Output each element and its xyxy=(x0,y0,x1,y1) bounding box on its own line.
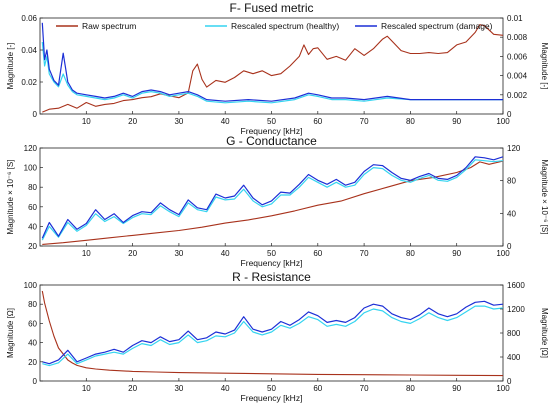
y-right-tick-label: 80 xyxy=(507,177,516,186)
x-tick-label: 30 xyxy=(174,117,183,126)
x-tick-label: 10 xyxy=(82,384,91,393)
chart-panel-1: F- Fused metric 10 20 30 40 50 60 70 80 90 100 Freq… xyxy=(6,1,549,136)
y-right-tick-label: 0 xyxy=(507,242,512,251)
series-line-2 xyxy=(42,305,503,367)
x-tick-label: 20 xyxy=(128,384,137,393)
y-right-tick-label: 800 xyxy=(507,329,521,338)
y-tick-label: 0 xyxy=(33,110,38,119)
y-tick-label: 0.02 xyxy=(21,78,37,87)
legend: Raw spectrum Rescaled spectrum (healthy) R… xyxy=(56,21,493,31)
series-line-2 xyxy=(41,41,503,104)
y-right-axis-label: Magnitude × 10⁻⁶ [S] xyxy=(540,160,549,235)
legend-label-1: Raw spectrum xyxy=(82,21,136,31)
y-tick-label: 40 xyxy=(28,222,37,231)
y-right-tick-label: 1600 xyxy=(507,281,525,290)
plot-frame xyxy=(39,147,504,247)
x-axis-label: Frequency [kHz] xyxy=(241,258,303,268)
y-right-tick-label: 0 xyxy=(507,377,512,386)
x-tick-label: 70 xyxy=(360,117,369,126)
y-tick-label: 60 xyxy=(28,203,37,212)
y-right-tick-label: 40 xyxy=(507,209,516,218)
series-line-1 xyxy=(41,290,503,377)
x-tick-label: 100 xyxy=(496,249,510,258)
y-tick-label: 80 xyxy=(28,300,37,309)
x-tick-label: 100 xyxy=(496,384,510,393)
chart-title: R - Resistance xyxy=(232,270,311,284)
x-tick-label: 90 xyxy=(452,384,461,393)
series-line-3 xyxy=(41,156,503,239)
chart-panel-2: G - Conductance 10 20 30 40 50 60 70 80 90 100 Freq… xyxy=(6,134,549,268)
y-right-tick-label: 0 xyxy=(507,110,512,119)
legend-label-2: Rescaled spectrum (healthy) xyxy=(231,21,339,31)
plot-frame xyxy=(39,284,504,382)
y-axis-label: Magnitude [Ω] xyxy=(6,308,15,358)
x-tick-label: 50 xyxy=(267,384,276,393)
x-tick-label: 70 xyxy=(360,249,369,258)
y-tick-label: 20 xyxy=(28,242,37,251)
x-tick-label: 30 xyxy=(174,249,183,258)
y-tick-label: 0 xyxy=(33,377,38,386)
y-tick-label: 60 xyxy=(28,319,37,328)
y-tick-label: 100 xyxy=(24,281,38,290)
x-tick-label: 10 xyxy=(82,117,91,126)
chart-title: G - Conductance xyxy=(226,134,317,148)
y-right-tick-label: 0.01 xyxy=(507,14,523,23)
series-line-2 xyxy=(41,159,503,241)
y-right-axis-label: Magnitude [-] xyxy=(540,43,549,90)
x-tick-label: 50 xyxy=(267,249,276,258)
y-right-tick-label: 0.004 xyxy=(507,72,528,81)
x-axis-label: Frequency [kHz] xyxy=(241,126,303,136)
y-right-tick-label: 0.006 xyxy=(507,52,528,61)
y-right-tick-label: 0.008 xyxy=(507,33,528,42)
y-axis-label: Magnitude [-] xyxy=(6,43,15,90)
y-tick-label: 40 xyxy=(28,339,37,348)
y-right-tick-label: 1200 xyxy=(507,305,525,314)
x-tick-label: 40 xyxy=(221,117,230,126)
x-tick-label: 20 xyxy=(128,249,137,258)
x-tick-label: 20 xyxy=(128,117,137,126)
y-right-tick-label: 0.002 xyxy=(507,91,528,100)
y-tick-label: 20 xyxy=(28,358,37,367)
series-line-3 xyxy=(41,22,503,102)
y-right-tick-label: 400 xyxy=(507,353,521,362)
x-tick-label: 60 xyxy=(313,384,322,393)
y-tick-label: 0.04 xyxy=(21,46,37,55)
y-tick-label: 80 xyxy=(28,183,37,192)
y-tick-label: 0.06 xyxy=(21,14,37,23)
x-tick-label: 100 xyxy=(496,117,510,126)
chart-title: F- Fused metric xyxy=(229,1,313,15)
chart-panel-3: R - Resistance 10 20 30 40 50 60 70 80 90 100 Frequ… xyxy=(6,270,549,403)
y-tick-label: 100 xyxy=(24,164,38,173)
x-tick-label: 30 xyxy=(174,384,183,393)
x-tick-label: 90 xyxy=(452,249,461,258)
x-tick-label: 40 xyxy=(221,384,230,393)
x-tick-label: 80 xyxy=(406,384,415,393)
series-line-1 xyxy=(42,24,503,113)
x-tick-label: 70 xyxy=(360,384,369,393)
x-tick-label: 80 xyxy=(406,249,415,258)
y-axis-label: Magnitude × 10⁻⁶ [S] xyxy=(6,160,15,235)
x-tick-label: 10 xyxy=(82,249,91,258)
x-tick-label: 60 xyxy=(313,249,322,258)
legend-label-3: Rescaled spectrum (damage) xyxy=(381,21,493,31)
x-tick-label: 90 xyxy=(452,117,461,126)
x-tick-label: 60 xyxy=(313,117,322,126)
x-tick-label: 40 xyxy=(221,249,230,258)
y-right-axis-label: Magnitude [Ω] xyxy=(540,308,549,358)
x-tick-label: 50 xyxy=(267,117,276,126)
x-axis-label: Frequency [kHz] xyxy=(241,393,303,403)
y-tick-label: 120 xyxy=(24,144,38,153)
x-tick-label: 80 xyxy=(406,117,415,126)
series-line-3 xyxy=(42,300,503,365)
y-right-tick-label: 120 xyxy=(507,144,521,153)
